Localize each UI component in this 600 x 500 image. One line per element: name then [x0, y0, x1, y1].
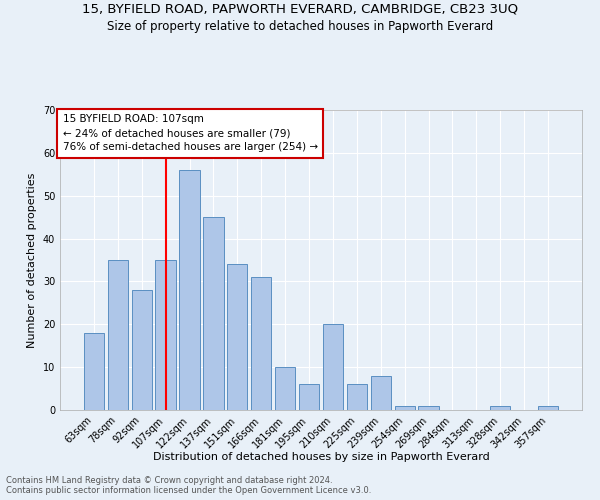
Text: Distribution of detached houses by size in Papworth Everard: Distribution of detached houses by size …	[152, 452, 490, 462]
Bar	[347, 384, 367, 410]
Bar	[155, 260, 176, 410]
Bar	[538, 406, 558, 410]
Bar	[490, 406, 511, 410]
Bar	[84, 333, 104, 410]
Y-axis label: Number of detached properties: Number of detached properties	[27, 172, 37, 348]
Text: 15, BYFIELD ROAD, PAPWORTH EVERARD, CAMBRIDGE, CB23 3UQ: 15, BYFIELD ROAD, PAPWORTH EVERARD, CAMB…	[82, 2, 518, 16]
Bar	[299, 384, 319, 410]
Bar	[418, 406, 439, 410]
Bar	[371, 376, 391, 410]
Text: 15 BYFIELD ROAD: 107sqm
← 24% of detached houses are smaller (79)
76% of semi-de: 15 BYFIELD ROAD: 107sqm ← 24% of detache…	[62, 114, 318, 152]
Bar	[323, 324, 343, 410]
Text: Contains HM Land Registry data © Crown copyright and database right 2024.
Contai: Contains HM Land Registry data © Crown c…	[6, 476, 371, 495]
Bar	[203, 217, 224, 410]
Bar	[179, 170, 200, 410]
Bar	[131, 290, 152, 410]
Bar	[395, 406, 415, 410]
Bar	[275, 367, 295, 410]
Bar	[227, 264, 247, 410]
Text: Size of property relative to detached houses in Papworth Everard: Size of property relative to detached ho…	[107, 20, 493, 33]
Bar	[251, 277, 271, 410]
Bar	[107, 260, 128, 410]
